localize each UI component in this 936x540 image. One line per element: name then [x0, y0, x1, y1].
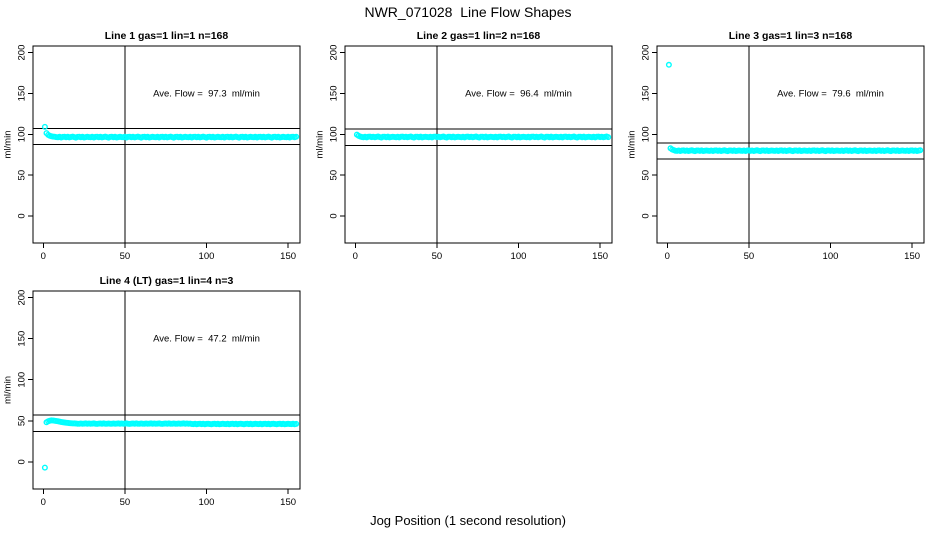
x-tick-label: 100	[511, 251, 527, 262]
x-tick-label: 50	[120, 251, 131, 262]
avg-flow-annotation: Ave. Flow = 47.2 ml/min	[153, 334, 260, 345]
y-tick-label: 0	[17, 213, 28, 218]
scatter-points	[41, 123, 300, 141]
scatter-points	[41, 417, 300, 471]
plot-box	[32, 290, 301, 490]
y-tick-label: 100	[329, 126, 340, 142]
y-tick-label: 200	[641, 45, 652, 61]
x-tick-label: 0	[665, 251, 670, 262]
y-tick-label: 0	[329, 213, 340, 218]
y-tick-label: 150	[17, 331, 28, 347]
x-tick-label: 150	[592, 251, 608, 262]
subplot-1: Line 1 gas=1 lin=1 n=168 0 50 100 150 0 50 100 1…	[3, 30, 301, 262]
figure-title: NWR_071028 Line Flow Shapes	[364, 4, 572, 20]
y-axis-title: ml/min	[627, 131, 638, 159]
avg-flow-annotation: Ave. Flow = 79.6 ml/min	[777, 88, 884, 99]
y-tick-label: 200	[17, 45, 28, 61]
x-tick-label: 100	[199, 251, 215, 262]
x-axis-label: Jog Position (1 second resolution)	[370, 513, 566, 528]
x-tick-label: 50	[432, 251, 443, 262]
plot-box	[32, 45, 301, 244]
y-tick-label: 150	[17, 85, 28, 101]
subplot-4: Line 4 (LT) gas=1 lin=4 n=3 0 50 100 150 0 50 1…	[3, 275, 301, 508]
y-axis-title: ml/min	[315, 131, 326, 159]
y-axis-title: ml/min	[3, 131, 14, 159]
y-tick-label: 0	[641, 213, 652, 218]
x-tick-label: 100	[199, 497, 215, 508]
data-point	[41, 123, 48, 130]
y-tick-label: 150	[641, 85, 652, 101]
y-tick-label: 150	[329, 85, 340, 101]
y-tick-label: 50	[641, 170, 652, 181]
y-tick-label: 200	[17, 290, 28, 306]
subplot-3: Line 3 gas=1 lin=3 n=168 0 50 100 150 0 50 100 1…	[627, 30, 925, 262]
x-tick-label: 0	[41, 497, 46, 508]
subplot-title: Line 2 gas=1 lin=2 n=168	[417, 30, 541, 42]
subplot-title: Line 1 gas=1 lin=1 n=168	[105, 30, 229, 42]
data-point	[917, 147, 924, 154]
subplot-title: Line 3 gas=1 lin=3 n=168	[729, 30, 853, 42]
x-tick-label: 0	[353, 251, 358, 262]
scatter-points	[665, 61, 924, 155]
subplot-2: Line 2 gas=1 lin=2 n=168 0 50 100 150 0 50 100 1…	[315, 30, 613, 262]
y-tick-label: 200	[329, 45, 340, 61]
y-tick-label: 50	[17, 170, 28, 181]
data-point	[293, 420, 300, 427]
plot-box	[344, 45, 613, 244]
y-axis-title: ml/min	[3, 376, 14, 404]
subplot-title: Line 4 (LT) gas=1 lin=4 n=3	[100, 275, 234, 287]
x-tick-label: 50	[120, 497, 131, 508]
x-tick-label: 100	[823, 251, 839, 262]
plot-box	[656, 45, 925, 244]
y-tick-label: 100	[17, 126, 28, 142]
y-tick-label: 50	[329, 170, 340, 181]
x-tick-label: 150	[280, 497, 296, 508]
y-tick-label: 100	[17, 372, 28, 388]
x-tick-label: 150	[280, 251, 296, 262]
y-tick-label: 50	[17, 416, 28, 427]
scatter-points	[353, 131, 612, 141]
data-point	[293, 133, 300, 140]
y-tick-label: 100	[641, 126, 652, 142]
avg-flow-annotation: Ave. Flow = 96.4 ml/min	[465, 88, 572, 99]
x-tick-label: 150	[904, 251, 920, 262]
data-point	[605, 134, 612, 141]
x-tick-label: 50	[744, 251, 755, 262]
data-point	[41, 464, 48, 471]
y-tick-label: 0	[17, 459, 28, 464]
x-tick-label: 0	[41, 251, 46, 262]
avg-flow-annotation: Ave. Flow = 97.3 ml/min	[153, 88, 260, 99]
data-point	[665, 61, 672, 68]
